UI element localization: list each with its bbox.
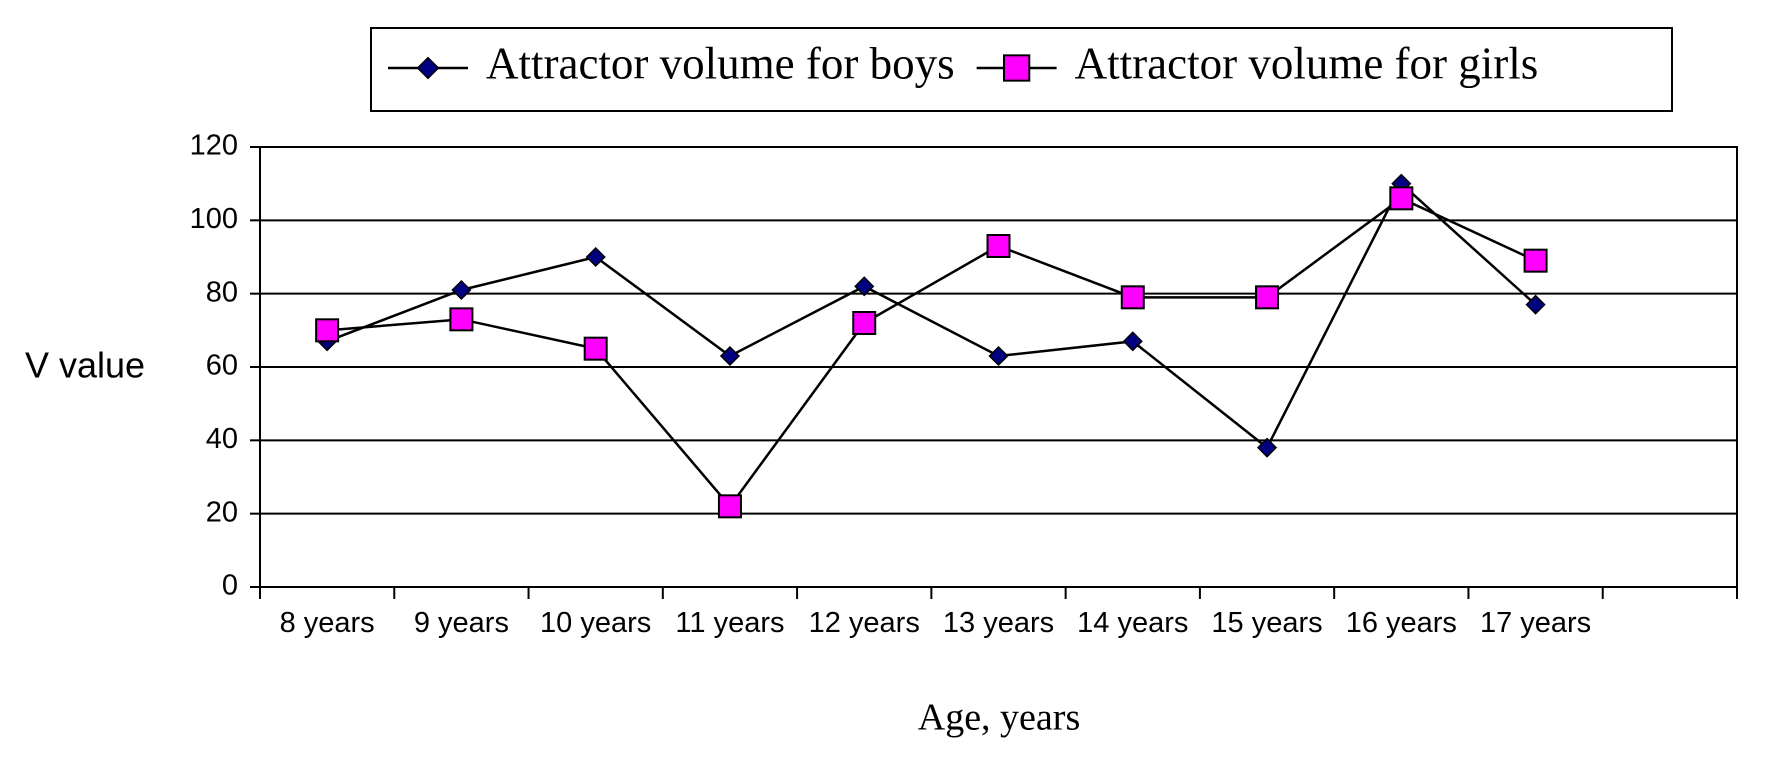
- legend-label: Attractor volume for boys: [486, 38, 955, 88]
- x-tick-label: 8 years: [279, 607, 375, 639]
- data-point: [585, 246, 606, 268]
- y-axis-title: V value: [25, 345, 145, 386]
- x-tick-label: 11 years: [675, 607, 785, 639]
- legend: Attractor volume for boys Attractor volum…: [370, 27, 1673, 112]
- x-tick-label: 13 years: [942, 607, 1055, 639]
- legend-marker: [1002, 54, 1031, 82]
- legend-marker: [416, 56, 440, 80]
- y-tick-label: 20: [206, 496, 238, 528]
- data-point: [854, 276, 875, 297]
- data-point: [1256, 437, 1278, 458]
- data-point: [1389, 186, 1414, 211]
- x-axis-title: Age, years: [918, 697, 1080, 739]
- data-point: [1525, 294, 1546, 315]
- y-tick-label: 60: [206, 350, 238, 382]
- y-tick-label: 40: [206, 423, 238, 455]
- data-point: [1120, 285, 1145, 310]
- x-tick-label: 10 years: [540, 607, 652, 639]
- x-tick-label: 12 years: [808, 607, 920, 639]
- x-tick-label: 16 years: [1345, 607, 1457, 639]
- data-point: [583, 336, 608, 361]
- data-point: [717, 494, 742, 519]
- y-tick-label: 120: [190, 130, 238, 162]
- data-point: [988, 345, 1009, 367]
- data-point: [986, 234, 1011, 258]
- x-tick-label: 9 years: [413, 607, 509, 639]
- data-point: [451, 279, 472, 301]
- data-point: [1122, 331, 1143, 352]
- x-tick-label: 15 years: [1211, 607, 1323, 639]
- y-tick-label: 100: [190, 203, 238, 235]
- x-tick-label: 14 years: [1077, 607, 1189, 639]
- data-point: [719, 345, 741, 367]
- series-line: [327, 196, 1537, 509]
- data-point: [852, 311, 877, 335]
- y-tick-label: 0: [222, 570, 238, 602]
- data-point: [1255, 285, 1280, 310]
- x-tick-label: 17 years: [1479, 607, 1592, 639]
- plot-frame: [259, 146, 1738, 588]
- data-point: [449, 307, 474, 332]
- y-tick-label: 80: [206, 276, 238, 308]
- legend-label: Attractor volume for girls: [1075, 38, 1539, 88]
- data-point: [315, 318, 340, 343]
- series-line: [326, 181, 1537, 450]
- data-point: [1523, 248, 1548, 273]
